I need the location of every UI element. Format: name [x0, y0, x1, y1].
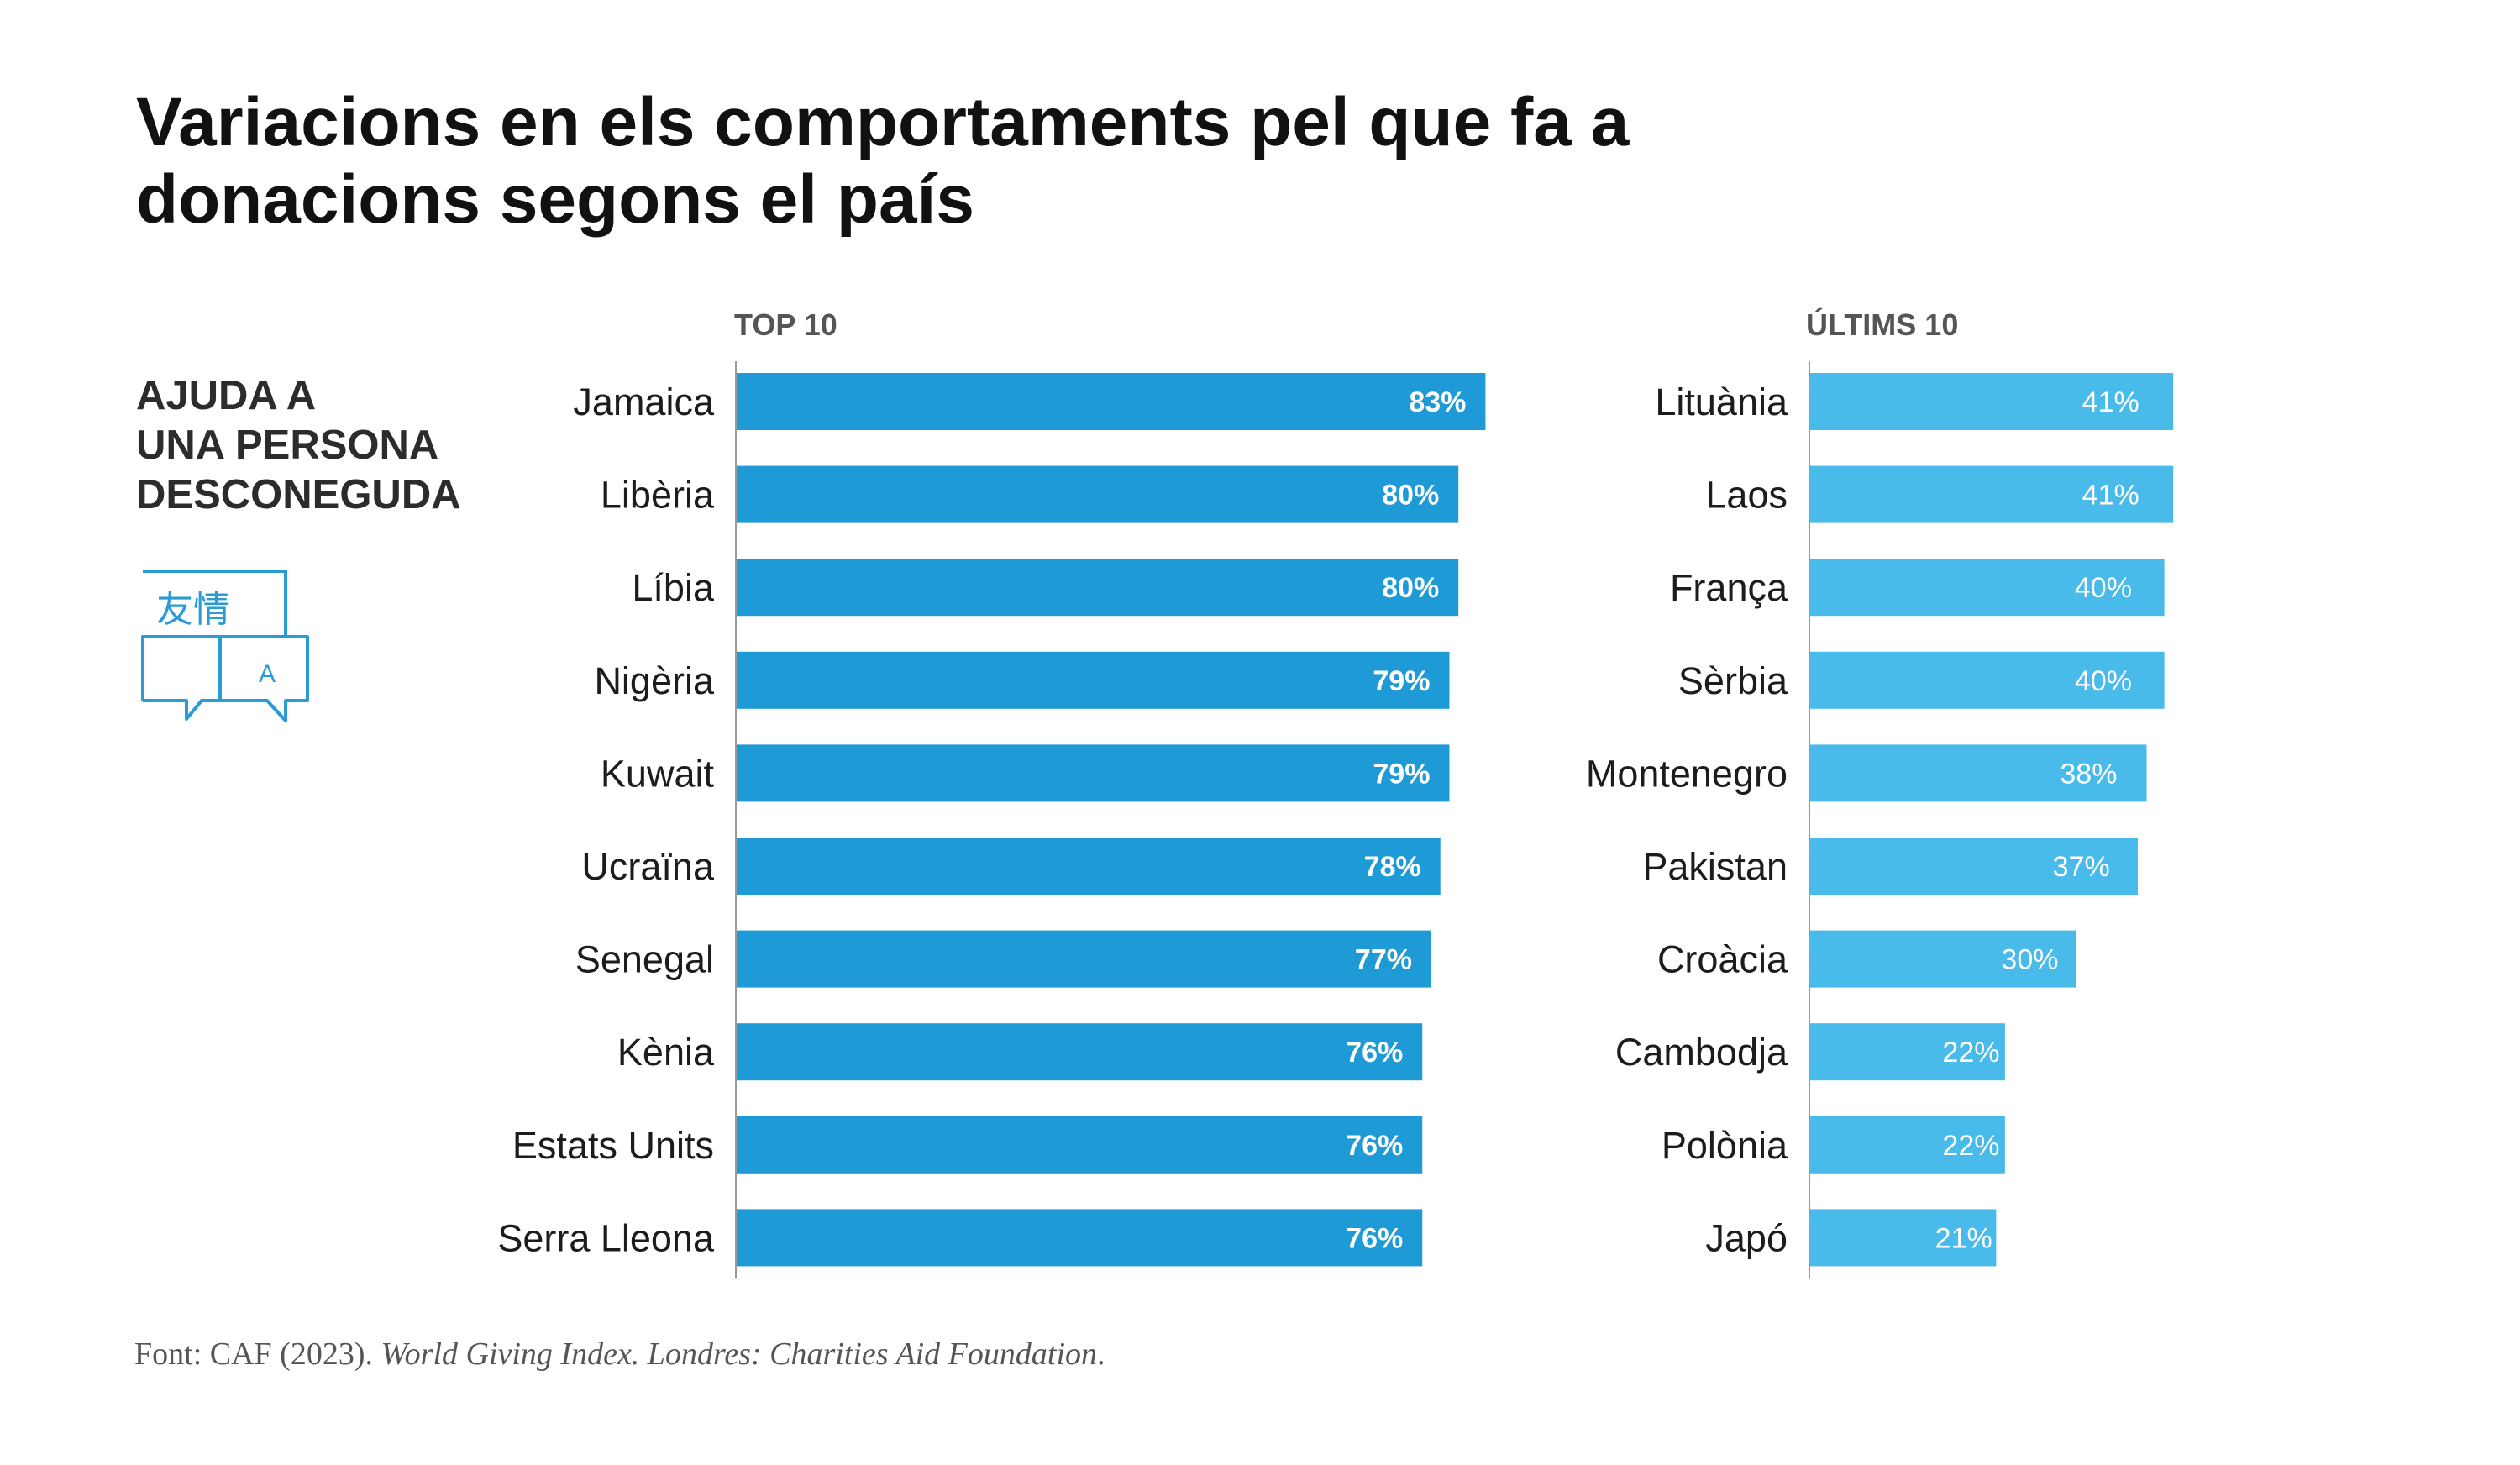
category-label-top-6: Senegal	[575, 938, 714, 981]
value-label-bottom-9: 21%	[1935, 1222, 1992, 1254]
value-label-bottom-4: 38%	[2060, 758, 2117, 790]
value-label-top-4: 79%	[1373, 758, 1430, 790]
bar-top-0	[737, 373, 1486, 430]
category-label-bottom-8: Polònia	[1662, 1124, 1788, 1167]
bar-top-4	[737, 744, 1450, 802]
bar-top-7	[737, 1023, 1423, 1081]
bar-bottom-6	[1810, 930, 2076, 988]
bar-bottom-5	[1810, 838, 2138, 895]
bar-bottom-4	[1810, 744, 2147, 802]
bar-top-6	[737, 930, 1431, 988]
value-label-bottom-1: 41%	[2082, 480, 2139, 512]
value-label-bottom-8: 22%	[1942, 1130, 1999, 1162]
source-prefix: Font: CAF (2023).	[134, 1336, 381, 1372]
bar-top-3	[737, 651, 1450, 709]
value-label-bottom-6: 30%	[2001, 944, 2058, 976]
metric-label: AJUDA A UNA PERSONA DESCONEGUDA	[136, 373, 461, 517]
value-label-bottom-3: 40%	[2075, 665, 2132, 697]
category-label-top-3: Nigèria	[594, 659, 715, 702]
value-label-bottom-2: 40%	[2075, 572, 2132, 604]
value-label-top-0: 83%	[1409, 386, 1466, 418]
source-suffix: .	[1097, 1336, 1105, 1372]
category-label-bottom-5: Pakistan	[1642, 845, 1788, 888]
category-label-top-1: Libèria	[601, 474, 715, 517]
bar-bottom-8	[1810, 1116, 2005, 1174]
value-label-top-9: 76%	[1346, 1222, 1403, 1254]
value-label-top-5: 78%	[1364, 851, 1421, 883]
bar-top-5	[737, 838, 1441, 895]
bar-top-2	[737, 559, 1459, 617]
chart-title: Variacions en els comportaments pel que …	[136, 84, 1630, 238]
bar-top-8	[737, 1116, 1423, 1174]
category-label-top-7: Kènia	[617, 1031, 715, 1074]
bar-bottom-0	[1810, 373, 2174, 430]
value-label-top-1: 80%	[1382, 480, 1439, 512]
category-label-top-8: Estats Units	[512, 1124, 714, 1167]
panel-title-top10: TOP 10	[734, 307, 837, 342]
bar-bottom-3	[1810, 651, 2165, 709]
value-label-top-6: 77%	[1355, 944, 1412, 976]
category-label-bottom-6: Croàcia	[1657, 938, 1788, 981]
panel-title-bottom10: ÚLTIMS 10	[1806, 307, 1959, 342]
svg-text:A: A	[259, 660, 276, 688]
translation-speech-bubbles-icon: 友情 A	[141, 570, 309, 722]
value-label-top-7: 76%	[1346, 1037, 1403, 1069]
bar-bottom-7	[1810, 1023, 2005, 1081]
category-label-top-9: Serra Lleona	[497, 1216, 715, 1259]
bar-bottom-2	[1810, 559, 2165, 617]
category-label-top-5: Ucraïna	[581, 845, 715, 888]
category-label-bottom-0: Lituània	[1655, 381, 1788, 423]
value-label-bottom-5: 37%	[2053, 851, 2110, 883]
source-italic: World Giving Index. Londres: Charities A…	[381, 1336, 1097, 1372]
category-label-top-2: Líbia	[632, 566, 715, 609]
svg-text:友情: 友情	[156, 588, 230, 631]
category-label-bottom-3: Sèrbia	[1678, 659, 1788, 702]
category-label-bottom-1: Laos	[1705, 474, 1788, 517]
category-label-bottom-9: Japó	[1705, 1216, 1788, 1259]
value-label-top-2: 80%	[1382, 572, 1439, 604]
bar-top-1	[737, 465, 1459, 523]
value-label-bottom-7: 22%	[1942, 1037, 1999, 1069]
category-label-bottom-7: Cambodja	[1615, 1031, 1788, 1074]
source-note: Font: CAF (2023). World Giving Index. Lo…	[134, 1336, 1105, 1373]
category-label-top-4: Kuwait	[601, 752, 715, 795]
category-label-bottom-2: França	[1670, 566, 1788, 609]
value-label-bottom-0: 41%	[2082, 386, 2139, 418]
bar-top-9	[737, 1209, 1423, 1267]
value-label-top-3: 79%	[1373, 665, 1430, 697]
category-label-bottom-4: Montenegro	[1586, 752, 1788, 795]
bar-bottom-9	[1810, 1209, 1997, 1267]
value-label-top-8: 76%	[1346, 1130, 1403, 1162]
bar-bottom-1	[1810, 465, 2174, 523]
category-label-top-0: Jamaica	[573, 381, 715, 423]
